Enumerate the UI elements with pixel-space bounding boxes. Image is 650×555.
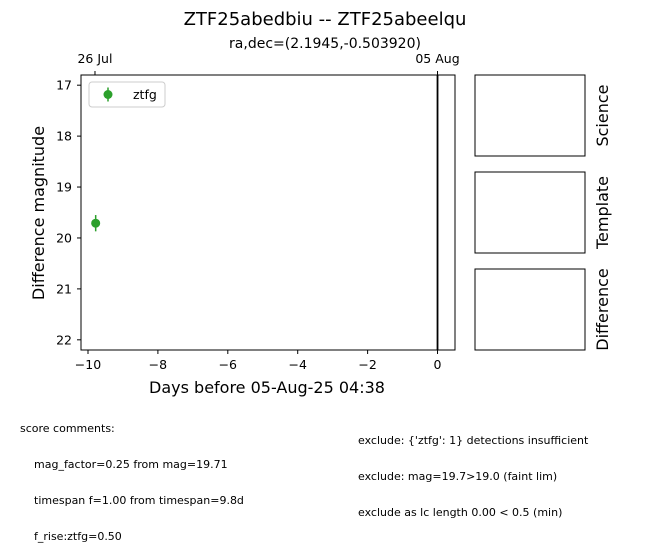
image-panel-template <box>474 171 586 254</box>
score-comment-line: mag_factor=0.25 from mag=19.71 <box>34 458 228 471</box>
data-point <box>91 218 101 228</box>
image-panel-label: Science <box>593 84 612 146</box>
x-tick-label: −8 <box>149 357 167 372</box>
x-axis-label: Days before 05-Aug-25 04:38 <box>149 378 385 397</box>
image-panel-science <box>474 74 586 157</box>
score-comments-heading: score comments: <box>20 422 115 435</box>
legend-marker <box>103 90 113 99</box>
image-panel-difference <box>474 268 586 351</box>
y-tick-label: 20 <box>56 230 72 245</box>
y-axis-ticks: 17 18 19 20 21 22 <box>56 78 81 347</box>
chart-title: ZTF25abedbiu -- ZTF25abeelqu <box>184 9 467 30</box>
exclusion-notes: exclude: {'ztfg': 1} detections insuffic… <box>358 411 588 531</box>
plot-area <box>80 74 456 351</box>
chart-subtitle: ra,dec=(2.1945,-0.503920) <box>229 36 421 52</box>
y-tick-label: 17 <box>56 78 72 93</box>
exclusion-line: exclude: mag=19.7>19.0 (faint lim) <box>358 470 558 483</box>
plot-frame <box>80 74 456 351</box>
image-panel-label: Template <box>593 176 612 250</box>
score-comments: score comments: mag_factor=0.25 from mag… <box>20 399 244 555</box>
y-tick-label: 18 <box>56 129 72 144</box>
top-tick-label: 26 Jul <box>77 51 112 66</box>
score-comment-line: f_rise:ztfg=0.50 <box>34 530 122 543</box>
x-axis-ticks: −10 −8 −6 −4 −2 0 <box>75 350 442 372</box>
y-tick-label: 19 <box>56 180 72 195</box>
top-date-axis: 26 Jul 05 Aug <box>77 51 460 75</box>
exclusion-line: exclude: {'ztfg': 1} detections insuffic… <box>358 434 589 447</box>
y-axis-label: Difference magnitude <box>29 126 48 300</box>
x-tick-label: 0 <box>434 357 442 372</box>
light-curve-chart: ZTF25abedbiu -- ZTF25abeelqu ra,dec=(2.1… <box>29 9 612 397</box>
legend: ztfg <box>88 81 166 108</box>
exclusion-line: exclude as lc length 0.00 < 0.5 (min) <box>358 506 563 519</box>
image-panel-label: Difference <box>593 268 612 350</box>
x-tick-label: −6 <box>219 357 237 372</box>
y-tick-label: 22 <box>56 332 72 347</box>
x-tick-label: −2 <box>358 357 376 372</box>
data-marks <box>91 75 439 350</box>
y-tick-label: 21 <box>56 281 72 296</box>
x-tick-label: −4 <box>288 357 306 372</box>
score-comment-line: timespan f=1.00 from timespan=9.8d <box>34 494 244 507</box>
legend-label: ztfg <box>133 87 157 102</box>
top-tick-label: 05 Aug <box>415 51 459 66</box>
image-panels: Science Template Difference <box>474 74 612 351</box>
x-tick-label: −10 <box>75 357 101 372</box>
